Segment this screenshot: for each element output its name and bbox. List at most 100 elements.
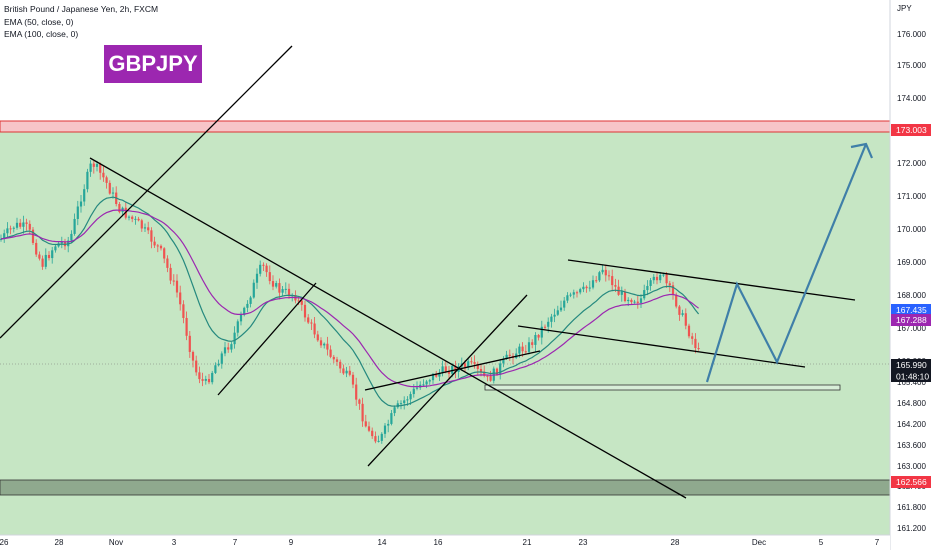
candle-body (374, 436, 377, 442)
candle-body (479, 368, 483, 372)
candle-body (646, 285, 649, 291)
green-background (0, 131, 890, 535)
candle-body (364, 421, 367, 427)
candle-body (627, 299, 630, 302)
candle-body (495, 368, 499, 375)
candle-body (131, 216, 134, 220)
candle-body (111, 192, 115, 194)
candle-body (102, 172, 105, 178)
y-tick-label: 163.600 (897, 441, 926, 450)
candle-body (134, 218, 137, 220)
candle-body (89, 163, 92, 172)
candle-body (444, 366, 447, 372)
y-tick-label: 164.800 (897, 399, 926, 408)
candle-body (639, 298, 643, 303)
price-label-bg (891, 476, 931, 488)
candle-body (243, 307, 246, 316)
candle-body (582, 286, 585, 290)
candle-body (335, 359, 339, 362)
x-tick-label: 3 (172, 538, 177, 547)
candle-body (278, 283, 281, 293)
candle-body (60, 241, 63, 244)
candle-body (422, 384, 425, 386)
candle-body (409, 394, 412, 400)
candle-body (655, 276, 659, 281)
candle-body (214, 365, 217, 373)
candle-body (92, 163, 95, 167)
candle-body (575, 292, 579, 294)
candle-body (35, 242, 38, 255)
candle-body (217, 363, 220, 366)
candle-body (150, 230, 153, 242)
candle-body (255, 273, 259, 283)
candle-body (172, 280, 175, 282)
x-tick-label: Dec (752, 538, 766, 547)
candle-body (598, 272, 601, 281)
candle-body (239, 315, 243, 322)
x-tick-label: 23 (579, 538, 588, 547)
price-label: 165.990 (896, 360, 927, 370)
candle-body (79, 201, 83, 207)
candle-body (223, 347, 227, 354)
candle-body (83, 189, 86, 202)
candle-body (390, 413, 393, 424)
candle-body (630, 299, 633, 303)
y-tick-label: 176.000 (897, 30, 926, 39)
candle-body (275, 283, 278, 287)
candle-body (44, 254, 47, 267)
candles (0, 160, 700, 444)
candle-body (543, 326, 547, 328)
x-tick-label: 7 (875, 538, 880, 547)
candle-body (99, 163, 102, 173)
candle-body (51, 250, 54, 259)
x-tick-label: 7 (233, 538, 238, 547)
candle-body (473, 362, 476, 364)
candle-body (9, 228, 12, 230)
ema-100-line (0, 209, 699, 388)
candle-body (415, 387, 419, 389)
candle-body (591, 280, 595, 288)
candle-body (399, 403, 403, 405)
projection-arrow (705, 142, 874, 383)
candle-body (300, 300, 303, 305)
candle-body (383, 425, 387, 434)
candle-body (198, 372, 201, 380)
candle-body (252, 282, 255, 298)
candle-body (204, 378, 207, 381)
y-tick-label: 170.000 (897, 225, 926, 234)
candle-body (316, 334, 319, 341)
candle-body (262, 264, 265, 266)
x-tick-label: 28 (55, 538, 64, 547)
candle-body (678, 306, 681, 315)
candle-body (595, 280, 598, 282)
candle-body (15, 222, 19, 228)
candle-body (345, 370, 348, 374)
trendline-3 (217, 282, 317, 396)
candle-body (191, 351, 195, 361)
candle-body (230, 344, 233, 350)
candle-body (310, 322, 313, 324)
candle-body (486, 375, 489, 377)
candle-body (579, 289, 582, 293)
countdown-bg (891, 371, 931, 382)
candle-body (195, 360, 198, 373)
candle-body (307, 317, 310, 323)
price-label: 167.435 (896, 305, 927, 315)
candle-body (319, 340, 323, 346)
candle-body (351, 374, 355, 385)
ema-100-legend: EMA (100, close, 0) (4, 29, 79, 39)
candle-body (633, 301, 636, 303)
candle-body (463, 363, 467, 367)
resistance-zone (0, 120, 891, 133)
candle-body (636, 301, 639, 303)
candle-body (659, 275, 662, 281)
price-axis-bg (890, 0, 932, 550)
candle-body (342, 368, 345, 374)
candle-body (159, 245, 163, 249)
candle-body (118, 204, 121, 213)
candle-body (611, 276, 614, 286)
trendline-4 (367, 294, 528, 467)
candle-body (367, 426, 371, 431)
consolidation-box (484, 384, 841, 391)
